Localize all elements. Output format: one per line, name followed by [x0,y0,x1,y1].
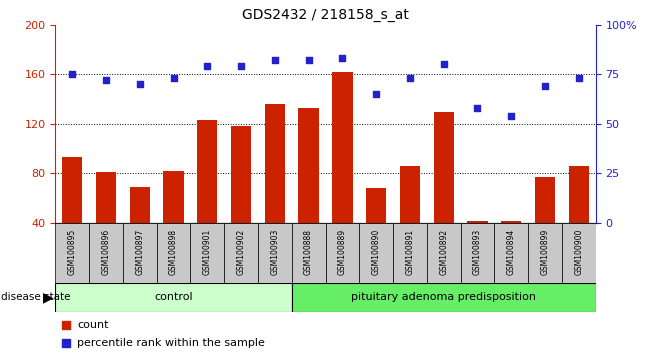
Bar [96,172,116,223]
Point [540,84,550,89]
Bar [393,223,427,283]
Point [405,75,415,81]
Bar [224,223,258,283]
Bar [258,223,292,283]
Bar [163,171,184,223]
Point [419,233,429,239]
Bar [326,223,359,283]
Bar [123,223,157,283]
Text: GSM100892: GSM100892 [439,229,448,275]
Text: percentile rank within the sample: percentile rank within the sample [77,338,265,348]
Point [303,58,314,63]
Text: GSM100893: GSM100893 [473,229,482,275]
Text: GSM100900: GSM100900 [574,229,583,275]
Point [439,62,449,67]
Bar [562,223,596,283]
Text: GSM100902: GSM100902 [236,229,245,275]
Bar [332,72,353,223]
Text: GSM100901: GSM100901 [203,229,212,275]
Point [270,58,280,63]
Text: GSM100895: GSM100895 [68,229,77,275]
Text: GSM100894: GSM100894 [506,229,516,275]
Bar [434,112,454,223]
Point [202,64,212,69]
Point [135,81,145,87]
Text: GSM100899: GSM100899 [540,229,549,275]
Text: ▶: ▶ [43,290,53,304]
Bar [427,223,461,283]
Bar [528,223,562,283]
Point [506,113,516,119]
Point [574,75,584,81]
Bar [366,188,386,223]
Point [371,91,381,97]
Bar [299,108,319,223]
Bar [569,166,589,223]
Bar [157,223,191,283]
Text: GSM100891: GSM100891 [406,229,415,275]
Bar [191,223,224,283]
Text: GSM100888: GSM100888 [304,229,313,275]
Bar [400,166,420,223]
Bar [89,223,123,283]
Bar [292,223,326,283]
Bar [461,223,494,283]
Bar [130,187,150,223]
Point [101,78,111,83]
Bar [292,283,596,312]
Bar [535,177,555,223]
Point [472,105,482,111]
Bar [494,223,528,283]
Bar [62,157,82,223]
Text: GSM100890: GSM100890 [372,229,381,275]
Point [169,75,179,81]
Text: disease state: disease state [1,292,71,302]
Bar [197,120,217,223]
Text: GSM100898: GSM100898 [169,229,178,275]
Bar [501,221,521,223]
Bar [467,221,488,223]
Point [337,56,348,61]
Bar [359,223,393,283]
Text: GSM100903: GSM100903 [270,229,279,275]
Point [419,67,429,73]
Text: GSM100897: GSM100897 [135,229,145,275]
Text: GSM100889: GSM100889 [338,229,347,275]
Text: GSM100896: GSM100896 [102,229,111,275]
Title: GDS2432 / 218158_s_at: GDS2432 / 218158_s_at [242,8,409,22]
Bar [55,283,292,312]
Point [236,64,246,69]
Bar [55,223,89,283]
Point [67,72,77,77]
Text: control: control [154,292,193,302]
Bar [265,104,285,223]
Bar [231,126,251,223]
Text: pituitary adenoma predisposition: pituitary adenoma predisposition [351,292,536,302]
Text: count: count [77,320,109,330]
